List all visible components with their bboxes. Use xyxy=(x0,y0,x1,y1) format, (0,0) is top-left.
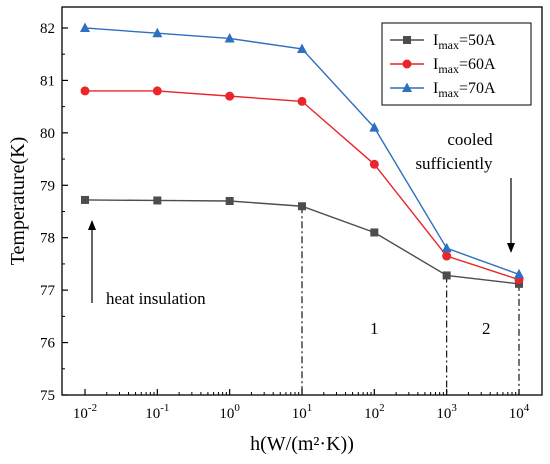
legend: Imax=50A Imax=60A Imax=70A xyxy=(381,22,532,106)
reference-lines xyxy=(301,206,520,395)
x-tick-label: 10-2 xyxy=(73,402,97,422)
data-point xyxy=(298,202,306,211)
heat-insulation-label: heat insulation xyxy=(106,289,206,308)
data-point xyxy=(442,251,452,261)
x-tick-label: 100 xyxy=(219,402,240,422)
cooled-sufficiently-annotation: cooled sufficiently xyxy=(415,130,515,253)
y-tick-label: 76 xyxy=(40,336,56,352)
data-point xyxy=(80,22,90,32)
y-tick-label: 75 xyxy=(40,388,55,404)
region-2-label: 2 xyxy=(482,319,491,338)
x-tick-label: 103 xyxy=(436,402,457,422)
y-axis-title: Temperature(K) xyxy=(7,137,29,266)
data-point xyxy=(225,91,235,101)
x-tick-label: 101 xyxy=(292,402,313,422)
legend-label: Imax=70A xyxy=(433,80,496,100)
region-1-label: 1 xyxy=(370,319,379,338)
data-point xyxy=(514,268,524,279)
x-tick-label: 102 xyxy=(364,402,385,422)
y-tick-label: 80 xyxy=(40,126,55,142)
y-tick-label: 82 xyxy=(40,21,55,37)
legend-marker xyxy=(402,59,412,69)
data-point xyxy=(441,242,452,253)
data-point xyxy=(224,32,235,43)
cooled-label: cooled xyxy=(447,130,493,149)
sufficiently-label: sufficiently xyxy=(415,154,493,173)
cooled-arrowhead xyxy=(507,243,515,253)
series-3 xyxy=(80,22,524,279)
data-point xyxy=(80,86,90,96)
x-axis-title: h(W/(m²·K)) xyxy=(250,433,354,455)
data-point xyxy=(369,122,380,132)
y-tick-label: 78 xyxy=(40,231,55,247)
data-point xyxy=(442,271,451,280)
y-tick-label: 79 xyxy=(40,178,55,194)
legend-marker xyxy=(403,36,411,44)
data-point xyxy=(297,43,307,53)
x-tick-label: 10-1 xyxy=(145,402,169,422)
x-axis-ticks: 10-2 10-1 100 101 102 103 104 xyxy=(73,389,530,422)
data-point xyxy=(152,27,163,38)
x-tick-label: 104 xyxy=(509,402,530,422)
data-point xyxy=(152,86,162,96)
y-tick-label: 81 xyxy=(40,73,55,89)
heat-insulation-annotation: heat insulation xyxy=(88,220,206,308)
legend-label: Imax=60A xyxy=(433,56,496,76)
y-tick-label: 77 xyxy=(40,283,56,299)
series-layer xyxy=(80,22,524,288)
heat-insulation-arrowhead xyxy=(88,220,96,230)
legend-marker xyxy=(402,82,412,92)
data-point xyxy=(369,159,379,169)
data-point xyxy=(153,196,162,205)
data-point xyxy=(81,195,89,204)
data-point xyxy=(297,96,307,106)
data-point xyxy=(370,228,379,237)
data-point xyxy=(225,197,234,205)
y-axis-ticks: 75 76 77 78 79 80 81 82 xyxy=(40,21,68,404)
legend-label: Imax=50A xyxy=(433,32,496,52)
